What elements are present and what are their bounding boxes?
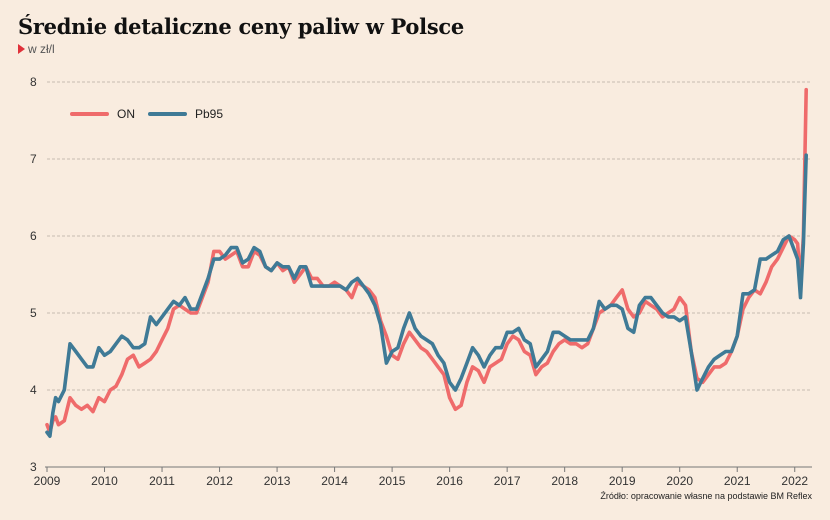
unit-label: w zł/l (18, 42, 55, 56)
x-tick-label: 2022 (781, 474, 808, 488)
x-tick-label: 2018 (551, 474, 578, 488)
x-tick-label: 2015 (379, 474, 406, 488)
x-tick-label: 2011 (149, 474, 175, 488)
x-tick-label: 2009 (34, 474, 61, 488)
source-note: Źródło: opracowanie własne na podstawie … (600, 491, 812, 501)
legend: ON Pb95 (70, 107, 223, 121)
x-tick-label: 2010 (91, 474, 118, 488)
y-tick-label: 6 (30, 229, 37, 243)
chart-title: Średnie detaliczne ceny paliw w Polsce (18, 14, 464, 39)
grid-lines (47, 81, 812, 391)
x-axis-ticks: 2009 2010 2011 2012 2013 2014 2015 2016 2017 2018… (34, 467, 808, 488)
y-tick-label: 3 (30, 460, 37, 474)
red-triangle-icon (18, 44, 25, 54)
x-tick-label: 2021 (724, 474, 751, 488)
y-tick-label: 4 (30, 383, 37, 397)
x-tick-label: 2016 (436, 474, 463, 488)
y-tick-label: 5 (30, 306, 37, 320)
legend-label-pb95: Pb95 (195, 107, 223, 121)
y-tick-label: 7 (30, 152, 37, 166)
legend-label-on: ON (117, 107, 135, 121)
x-tick-label: 2012 (206, 474, 233, 488)
x-tick-label: 2013 (264, 474, 291, 488)
x-tick-label: 2017 (494, 474, 521, 488)
series-lines (45, 87, 808, 438)
x-tick-label: 2020 (666, 474, 693, 488)
series-line-on (45, 87, 808, 435)
y-tick-label: 8 (30, 75, 37, 89)
series-line-pb95 (45, 153, 808, 438)
x-tick-label: 2014 (321, 474, 348, 488)
unit-text: w zł/l (28, 42, 55, 56)
y-axis-ticks: 3 4 5 6 7 8 (30, 75, 37, 474)
x-tick-label: 2019 (609, 474, 636, 488)
